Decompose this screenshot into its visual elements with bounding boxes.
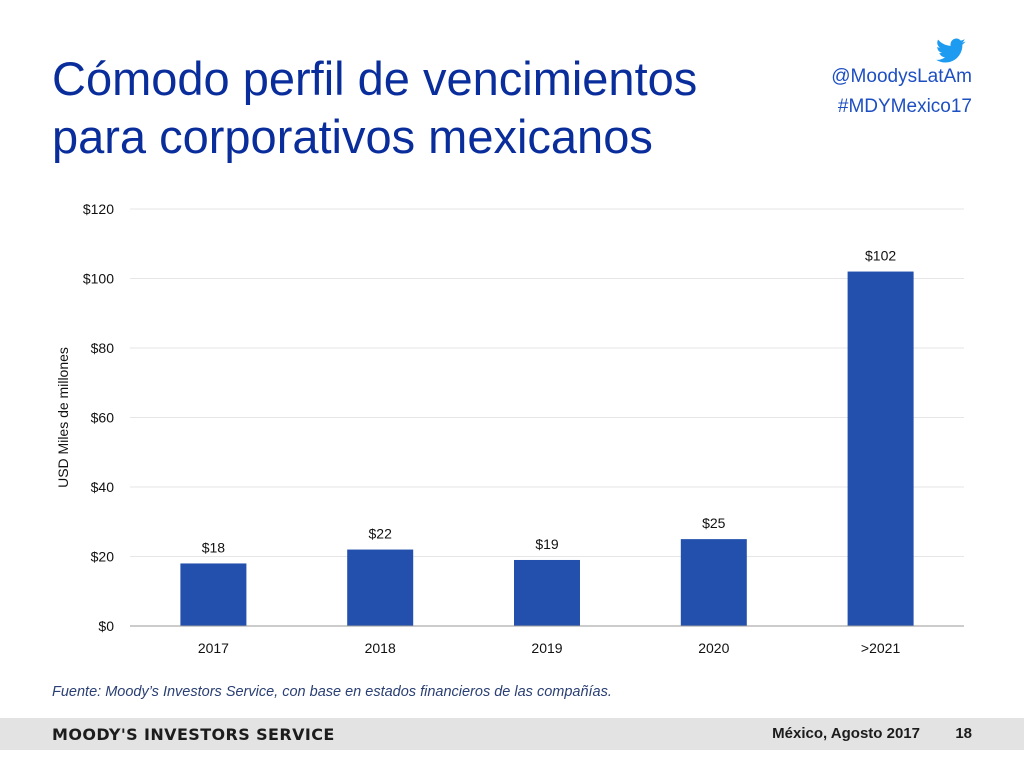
event-hashtag[interactable]: #MDYMexico17 — [837, 96, 972, 117]
x-tick-label: 2017 — [198, 640, 229, 656]
x-axis-tick-labels: 2017 2018 2019 2020 >2021 — [198, 640, 901, 656]
twitter-bird-icon — [936, 38, 966, 63]
y-tick-label: $40 — [91, 479, 115, 495]
bar-value-label: $102 — [865, 248, 896, 264]
bar-value-label: $18 — [202, 539, 226, 555]
maturity-bar-chart: $0 $20 $40 $60 $80 $100 $120 USD Miles de mill… — [55, 201, 964, 656]
x-tick-label: 2020 — [698, 640, 729, 656]
x-tick-label: 2019 — [531, 640, 562, 656]
y-tick-label: $120 — [83, 201, 114, 217]
page-number: 18 — [955, 725, 972, 742]
y-tick-label: $100 — [83, 271, 114, 287]
bar-value-label: $22 — [369, 526, 393, 542]
slide-title-line-1: Cómodo perfil de vencimientos — [52, 52, 698, 105]
bar-2019 — [514, 559, 580, 626]
y-tick-label: $80 — [91, 340, 115, 356]
bar-2017 — [180, 563, 247, 626]
y-axis-label: USD Miles de millones — [55, 347, 71, 488]
bar-2021 — [847, 271, 914, 626]
y-tick-label: $60 — [91, 410, 115, 426]
y-tick-label: $20 — [91, 549, 115, 565]
footer-date: México, Agosto 2017 — [772, 725, 920, 742]
x-tick-label: >2021 — [861, 640, 901, 656]
bar-value-label: $19 — [535, 536, 559, 552]
chart-bars — [180, 271, 914, 626]
y-tick-label: $0 — [98, 618, 114, 634]
slide-title-line-2: para corporativos mexicanos — [52, 110, 653, 163]
footer-brand: MOODY'S INVESTORS SERVICE — [52, 725, 335, 744]
bar-value-labels: $18 $22 $19 $25 $102 — [202, 248, 897, 556]
slide-title: Cómodo perfil de vencimientos para corpo… — [52, 50, 792, 166]
bar-2020 — [680, 539, 747, 626]
bar-value-label: $25 — [702, 515, 726, 531]
bar-2018 — [347, 549, 414, 626]
chart-gridlines — [130, 208, 964, 557]
twitter-handle[interactable]: @MoodysLatAm — [831, 66, 972, 87]
source-note: Fuente: Moody’s Investors Service, con b… — [52, 684, 612, 700]
footer-bar: MOODY'S INVESTORS SERVICE México, Agosto… — [0, 718, 1024, 750]
x-tick-label: 2018 — [365, 640, 396, 656]
y-axis-tick-labels: $0 $20 $40 $60 $80 $100 $120 — [83, 201, 114, 634]
